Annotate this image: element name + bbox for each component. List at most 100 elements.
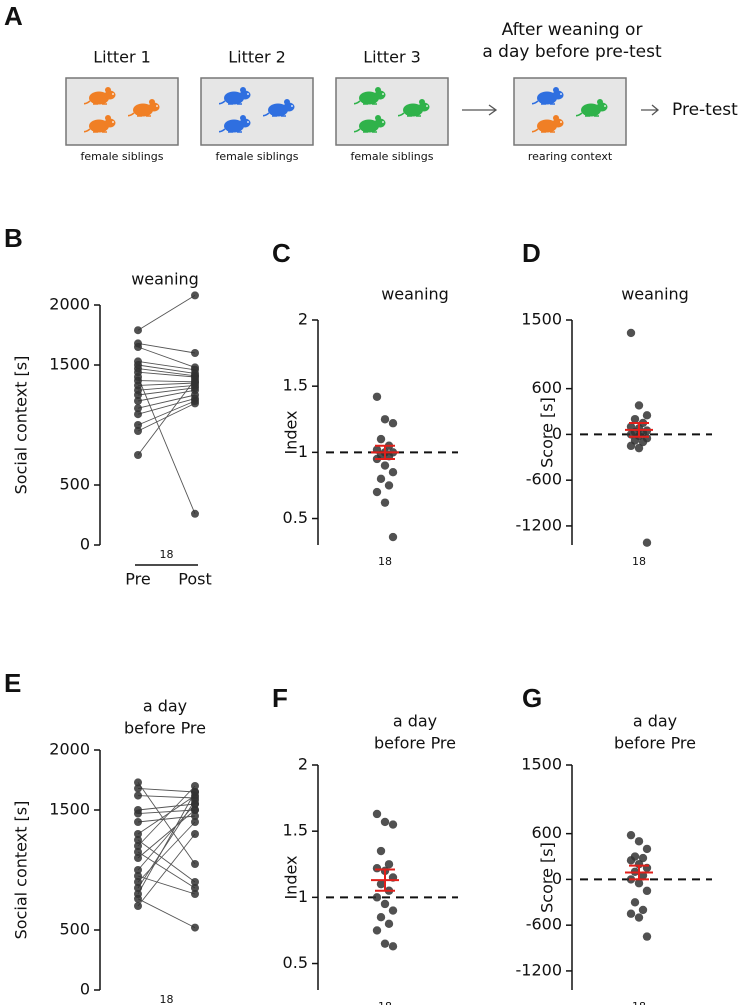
data-point	[638, 853, 648, 863]
data-point	[384, 860, 394, 869]
n-label: 18	[378, 555, 392, 568]
pair-line	[137, 815, 196, 823]
data-point	[191, 509, 199, 518]
data-point	[134, 791, 142, 800]
cage	[513, 77, 627, 146]
data-point	[191, 806, 199, 814]
panel-label: D	[522, 238, 541, 268]
data-point	[642, 932, 652, 941]
caption: female siblings	[81, 150, 164, 163]
panel-label: G	[522, 683, 542, 713]
data-point	[634, 913, 644, 922]
data-point	[191, 399, 199, 408]
y-tick-label: 0	[552, 869, 562, 888]
y-tick-label: 2	[298, 310, 308, 329]
y-tick-label: 600	[531, 378, 562, 397]
data-point	[634, 837, 644, 846]
n-label: 18	[160, 548, 174, 561]
pair-line	[137, 346, 196, 368]
data-point	[372, 926, 382, 935]
data-point	[376, 913, 386, 922]
y-tick-label: 0	[552, 424, 562, 443]
data-point	[634, 401, 644, 410]
y-tick-label: 500	[59, 920, 90, 939]
y-tick-label: 500	[59, 475, 90, 494]
data-point	[380, 817, 390, 827]
data-point	[134, 854, 142, 862]
data-point	[626, 328, 636, 338]
y-tick-label: 2000	[49, 740, 90, 759]
data-point	[134, 848, 142, 856]
pair-line	[137, 875, 196, 895]
y-tick-label: -600	[526, 915, 562, 934]
y-tick-label: 1500	[49, 355, 90, 374]
data-point	[634, 879, 644, 888]
pair-line	[137, 821, 196, 883]
pair-line	[137, 833, 196, 907]
data-point	[134, 872, 142, 880]
data-point	[372, 893, 382, 902]
chart-title: before Pre	[374, 734, 456, 753]
y-tick-label: -1200	[516, 515, 563, 534]
y-axis-label: Index	[282, 410, 301, 454]
data-point	[191, 796, 199, 805]
data-point	[191, 884, 199, 892]
pair-line	[137, 295, 196, 331]
y-tick-label: 0	[80, 980, 90, 999]
chart-title: before Pre	[124, 719, 206, 738]
data-point	[134, 830, 142, 838]
pair-line	[137, 384, 196, 391]
data-point	[134, 391, 142, 399]
data-point	[388, 942, 398, 951]
data-point	[134, 894, 142, 903]
data-point	[191, 923, 199, 932]
cage	[65, 77, 179, 146]
data-point	[134, 343, 142, 351]
pair-line	[137, 795, 196, 835]
data-point	[642, 538, 652, 547]
y-tick-label: 1500	[49, 800, 90, 819]
y-axis-label: Score [s]	[538, 397, 557, 468]
pair-line	[137, 400, 196, 426]
panel-label: E	[4, 668, 21, 698]
pair-line	[137, 382, 196, 386]
n-label: 18	[632, 1000, 646, 1005]
y-tick-label: 1500	[521, 755, 562, 774]
data-point	[191, 349, 199, 357]
data-point	[372, 392, 382, 401]
y-tick-label: 1	[298, 442, 308, 461]
data-point	[134, 884, 142, 892]
data-point	[384, 481, 394, 490]
y-tick-label: 600	[531, 823, 562, 842]
y-tick-label: 2	[298, 755, 308, 774]
data-point	[642, 411, 652, 420]
data-point	[630, 898, 640, 907]
caption: female siblings	[351, 150, 434, 163]
data-point	[376, 879, 386, 889]
chart-title: weaning	[131, 270, 199, 289]
caption: female siblings	[216, 150, 299, 163]
data-point	[626, 441, 636, 451]
data-point	[134, 427, 142, 435]
y-axis-label: Index	[282, 855, 301, 899]
data-point	[626, 909, 636, 918]
pair-line	[137, 809, 196, 859]
data-point	[380, 899, 390, 909]
data-point	[376, 474, 386, 484]
data-point	[376, 434, 386, 444]
chart-title: a day	[393, 712, 437, 731]
pair-line	[137, 398, 196, 415]
data-point	[134, 818, 142, 826]
data-point	[191, 818, 199, 826]
data-point	[634, 443, 644, 453]
x-tick-label: Pre	[125, 570, 150, 589]
data-point	[388, 906, 398, 915]
pair-line	[137, 376, 196, 514]
data-point	[380, 939, 390, 948]
data-point	[388, 820, 398, 829]
data-point	[376, 846, 386, 856]
data-point	[638, 905, 648, 915]
arrow	[462, 104, 498, 116]
pair-line	[137, 800, 196, 889]
data-point	[134, 778, 142, 787]
